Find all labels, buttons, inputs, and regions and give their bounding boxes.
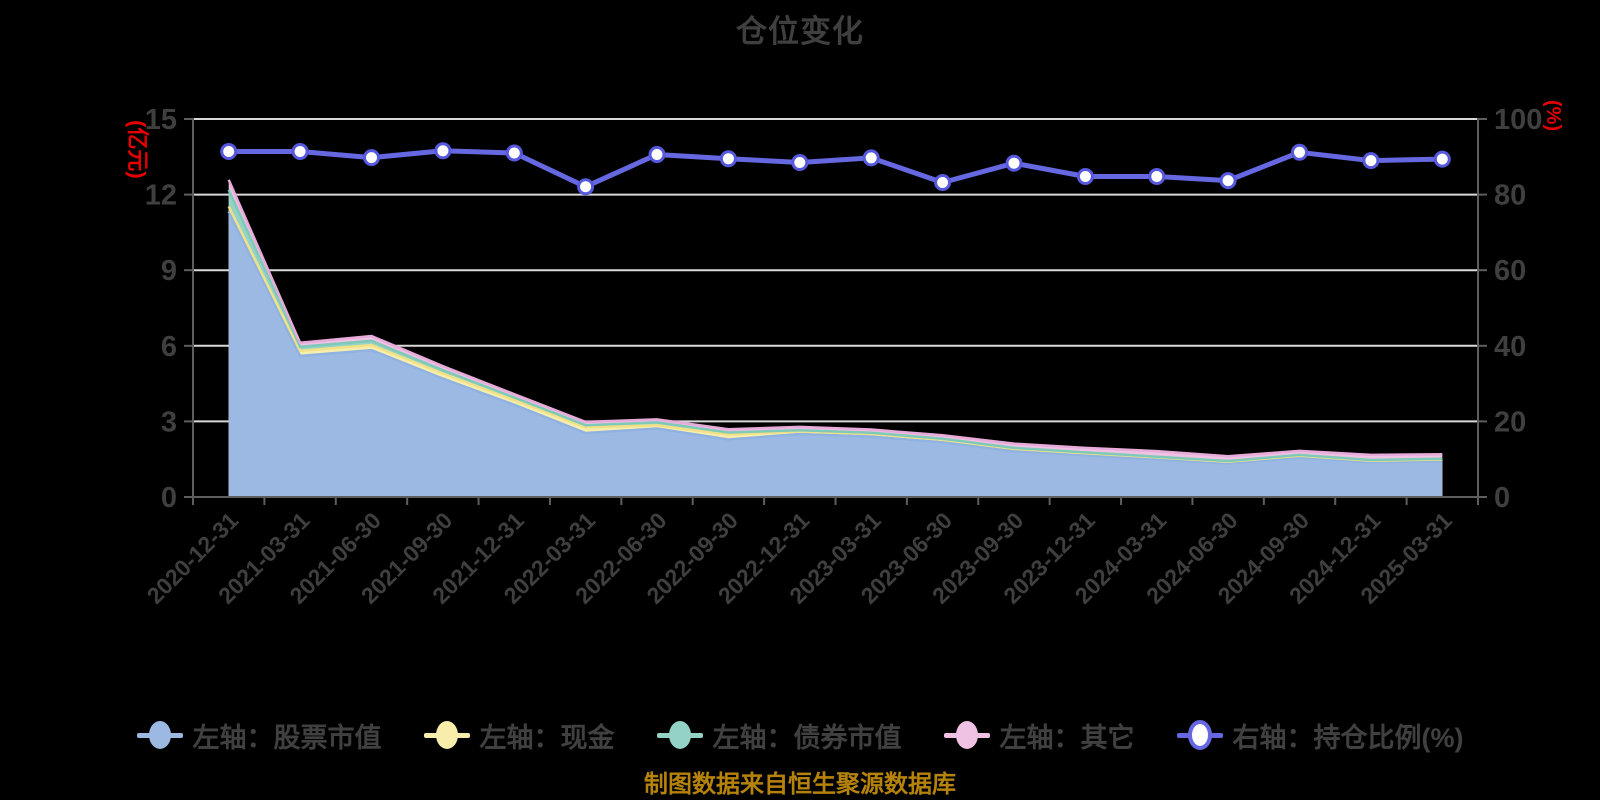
legend-item-stock-value[interactable]: 左轴：股票市值 [136, 716, 382, 755]
ratio-markers [220, 142, 1451, 196]
right-axis-labels: 0 20 40 60 80 100 [1494, 104, 1542, 514]
legend-item-cash[interactable]: 左轴：现金 [423, 716, 615, 755]
legend: 左轴：股票市值 左轴：现金 左轴：债券市值 左轴：其它 右轴：持仓比例(%) [0, 710, 1600, 760]
svg-text:40: 40 [1494, 331, 1526, 363]
chart-title: 仓位变化 [736, 14, 864, 49]
left-axis-unit: (亿元) [125, 120, 150, 179]
x-axis-labels: 2020-12-312021-03-312021-06-302021-09-30… [142, 507, 1457, 609]
legend-marker-icon [136, 720, 183, 750]
legend-item-label: 右轴：持仓比例(%) [1232, 722, 1464, 753]
legend-item-label: 左轴：债券市值 [712, 722, 902, 753]
data-source-note: 制图数据来自恒生聚源数据库 [644, 771, 956, 798]
svg-text:9: 9 [161, 255, 177, 287]
ratio-line [226, 148, 1445, 190]
legend-marker-icon [943, 720, 990, 750]
legend-marker-icon [656, 720, 703, 750]
svg-text:12: 12 [145, 180, 177, 212]
svg-text:60: 60 [1494, 255, 1526, 287]
svg-text:100: 100 [1494, 104, 1542, 136]
area-edge-other [227, 179, 1443, 458]
svg-text:15: 15 [145, 104, 177, 136]
legend-item-position-ratio[interactable]: 右轴：持仓比例(%) [1176, 716, 1464, 755]
left-axis-labels: 0 3 6 9 12 15 [145, 104, 177, 514]
legend-item-label: 左轴：股票市值 [192, 722, 382, 753]
stacked-areas [227, 179, 1443, 498]
legend-item-label: 左轴：其它 [999, 722, 1135, 753]
axis-unit-labels: (亿元) (%) [125, 100, 1564, 179]
area-edge-stock-value [227, 210, 1443, 465]
right-axis-unit: (%) [1542, 100, 1564, 131]
legend-marker-icon [1176, 720, 1223, 750]
svg-text:6: 6 [161, 331, 177, 363]
svg-text:3: 3 [161, 406, 177, 438]
svg-text:0: 0 [161, 482, 177, 514]
legend-item-label: 左轴：现金 [479, 722, 615, 753]
axes [184, 118, 1487, 505]
legend-marker-icon [423, 720, 470, 750]
svg-text:80: 80 [1494, 180, 1526, 212]
svg-text:20: 20 [1494, 406, 1526, 438]
legend-item-bond-value[interactable]: 左轴：债券市值 [656, 716, 902, 755]
svg-text:0: 0 [1494, 482, 1510, 514]
legend-item-other[interactable]: 左轴：其它 [943, 716, 1135, 755]
area-series-stock-value [228, 211, 1443, 497]
area-edge-bond-value [227, 189, 1443, 463]
